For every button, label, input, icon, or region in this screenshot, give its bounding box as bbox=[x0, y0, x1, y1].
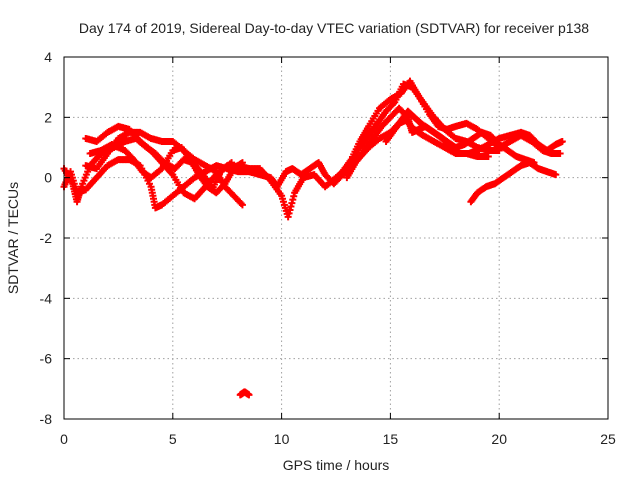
x-axis-label: GPS time / hours bbox=[283, 457, 390, 473]
data-points bbox=[60, 77, 566, 399]
data-point bbox=[237, 200, 245, 208]
data-point bbox=[556, 150, 564, 158]
series-sat-i bbox=[343, 104, 566, 182]
data-point bbox=[228, 159, 236, 167]
grid bbox=[64, 57, 608, 419]
y-tick-label: 2 bbox=[44, 109, 52, 125]
y-axis-label: SDTVAR / TECUs bbox=[5, 182, 21, 294]
data-point bbox=[558, 137, 566, 145]
series-sat-d bbox=[82, 128, 246, 209]
series-sat-k bbox=[467, 159, 560, 206]
data-point bbox=[238, 201, 246, 209]
chart-title: Day 174 of 2019, Sidereal Day-to-day VTE… bbox=[79, 20, 589, 36]
x-tick-label: 0 bbox=[60, 431, 68, 447]
x-tick-label: 25 bbox=[600, 431, 616, 447]
y-tick-label: -8 bbox=[40, 411, 53, 427]
y-tick-label: -6 bbox=[40, 351, 53, 367]
series-sat-l bbox=[236, 388, 253, 399]
y-tick-label: -4 bbox=[40, 290, 53, 306]
data-point bbox=[390, 100, 398, 108]
data-point bbox=[238, 159, 246, 167]
x-tick-label: 20 bbox=[491, 431, 507, 447]
series-sat-j bbox=[382, 107, 538, 167]
data-point bbox=[484, 153, 492, 161]
axis-ticks: 0 5 10 15 20 25 -8 -6 -4 -2 0 2 4 bbox=[40, 49, 616, 447]
series-sat-h bbox=[330, 77, 564, 185]
y-tick-label: 4 bbox=[44, 49, 52, 65]
data-point bbox=[245, 391, 253, 399]
x-tick-label: 15 bbox=[383, 431, 399, 447]
x-tick-label: 10 bbox=[274, 431, 290, 447]
y-tick-label: -2 bbox=[40, 230, 53, 246]
y-tick-label: 0 bbox=[44, 170, 52, 186]
data-point bbox=[552, 171, 560, 179]
x-tick-label: 5 bbox=[169, 431, 177, 447]
